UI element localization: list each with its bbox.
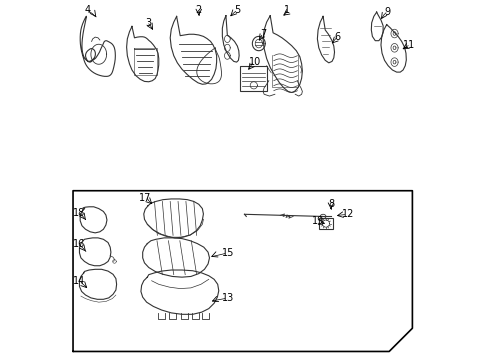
Text: 18: 18 xyxy=(73,208,85,218)
Text: 7: 7 xyxy=(260,29,265,39)
Text: 8: 8 xyxy=(327,199,333,209)
Text: 1: 1 xyxy=(283,5,289,15)
Text: 13: 13 xyxy=(222,293,234,303)
Text: 5: 5 xyxy=(234,5,240,15)
Text: 6: 6 xyxy=(334,32,340,42)
Text: 12: 12 xyxy=(341,209,354,219)
Text: 3: 3 xyxy=(144,18,151,28)
Text: 11: 11 xyxy=(403,40,415,50)
Bar xyxy=(240,66,266,91)
Text: 2: 2 xyxy=(195,5,202,15)
Text: 9: 9 xyxy=(384,7,389,17)
Text: 19: 19 xyxy=(311,216,324,226)
Text: 14: 14 xyxy=(73,276,85,286)
Text: 17: 17 xyxy=(139,193,151,203)
Text: 16: 16 xyxy=(73,239,85,249)
Text: 10: 10 xyxy=(248,57,261,67)
Text: 4: 4 xyxy=(84,5,90,15)
Bar xyxy=(319,218,332,229)
Text: 15: 15 xyxy=(222,248,234,258)
